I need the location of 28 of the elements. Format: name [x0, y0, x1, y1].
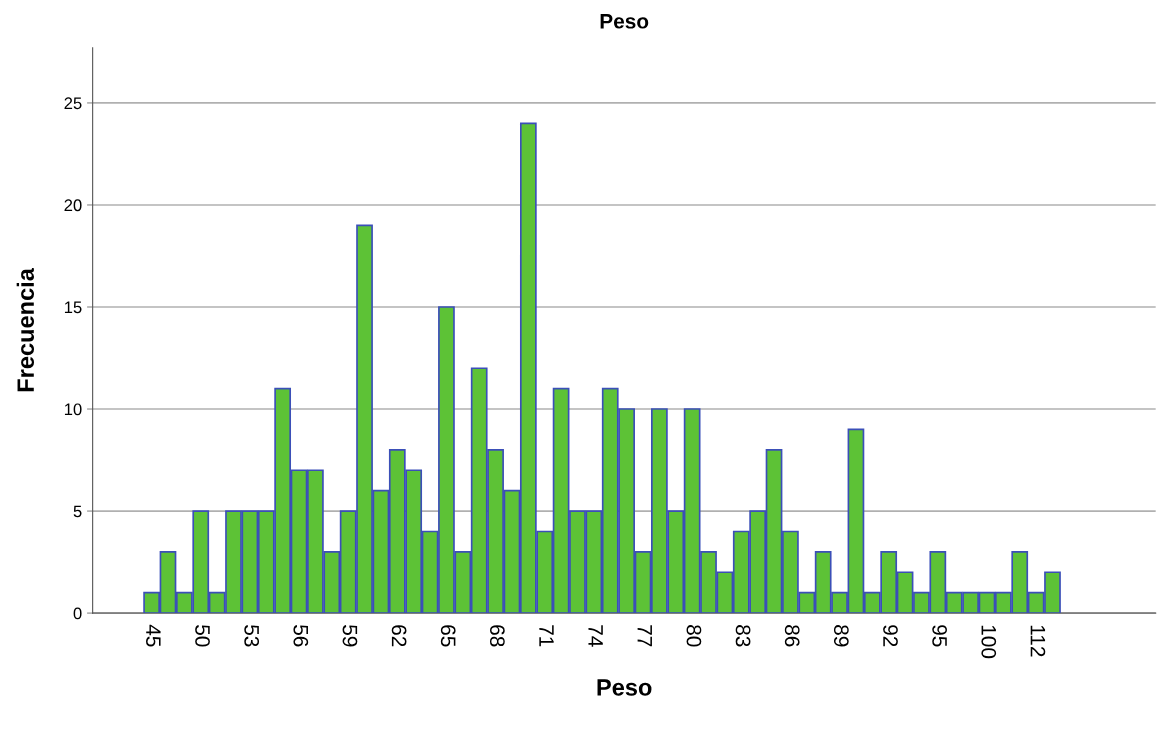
- x-tick-label: 74: [588, 625, 603, 647]
- x-tick-label: 80: [686, 625, 702, 647]
- x-tick-label: 50: [195, 625, 210, 647]
- x-tick-label: 68: [489, 625, 505, 647]
- x-tick-label: 65: [440, 625, 456, 647]
- x-tick-label: 71: [539, 625, 554, 647]
- x-axis-title: Peso: [597, 679, 652, 696]
- x-tick-label: 77: [637, 625, 652, 647]
- x-tick-label: 53: [244, 625, 260, 647]
- x-tick-label: 95: [932, 625, 947, 647]
- x-tick-label: 89: [833, 625, 849, 647]
- y-tick-label: 5: [73, 505, 82, 518]
- x-tick-label: 86: [784, 625, 800, 647]
- x-tick-label: 62: [391, 625, 407, 647]
- y-tick-label: 10: [64, 403, 82, 416]
- x-tick-label: 83: [735, 625, 751, 647]
- y-tick-label: 15: [64, 301, 82, 314]
- x-tick-label: 100: [981, 625, 997, 659]
- chart-title: Peso: [600, 14, 649, 29]
- x-tick-label: 112: [1030, 625, 1046, 657]
- x-tick-label: 45: [146, 624, 161, 647]
- x-tick-label: 56: [293, 625, 309, 647]
- y-tick-label: 0: [73, 607, 82, 620]
- y-axis-title: Frecuencia: [16, 267, 35, 392]
- x-tick-label: 59: [342, 625, 358, 647]
- y-tick-label: 25: [64, 97, 82, 110]
- x-tick-label: 92: [883, 625, 898, 647]
- y-tick-label: 20: [64, 199, 82, 212]
